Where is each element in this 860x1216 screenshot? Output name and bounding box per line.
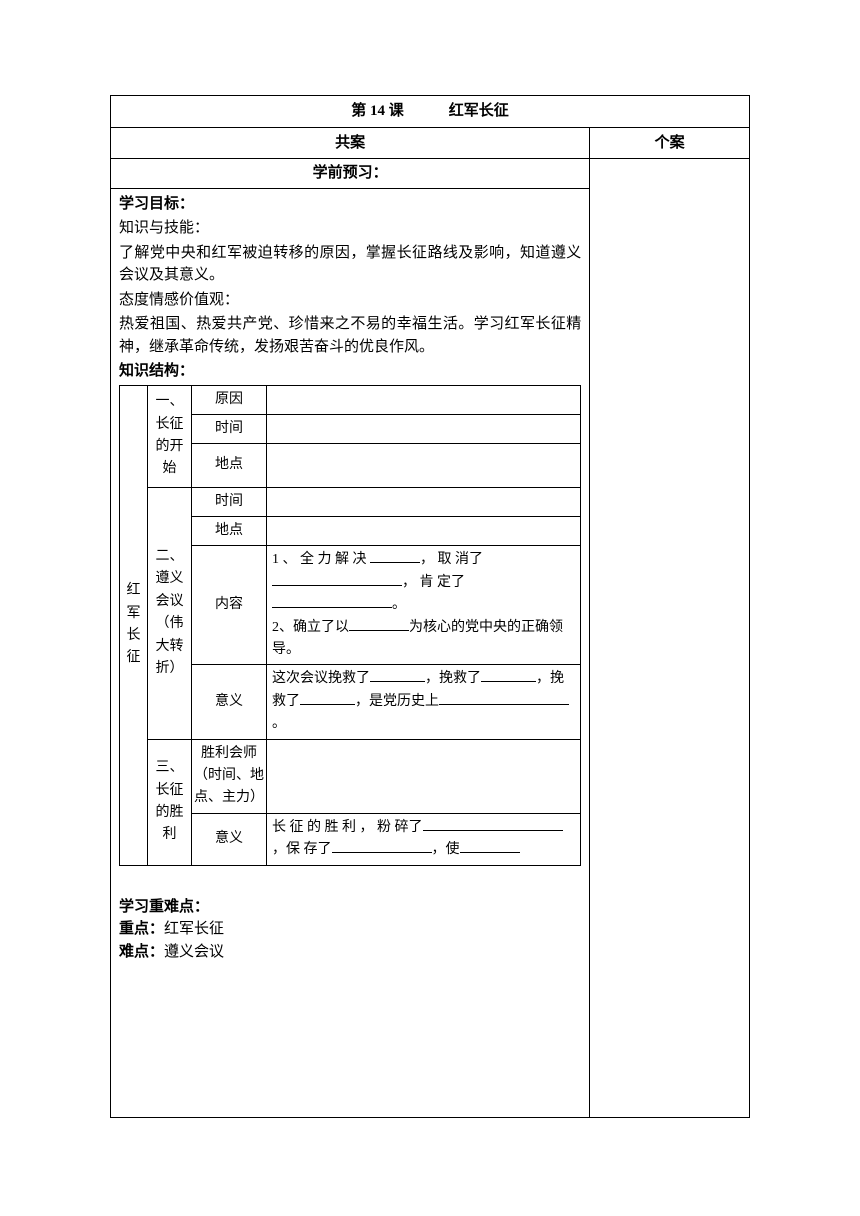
k-label: 重点： bbox=[119, 921, 164, 937]
blank bbox=[439, 691, 569, 705]
main-table: 第 14 课 红军长征 共案 个案 学前预习： 学习目标： 知识与技能： 了解党… bbox=[110, 95, 750, 1118]
sec3-r2: 意义 bbox=[192, 813, 267, 865]
s2r4b: ，挽救了 bbox=[425, 671, 481, 686]
s2r3b: ， 取 消了 bbox=[420, 552, 483, 567]
blank bbox=[423, 817, 563, 831]
sec2-r2: 地点 bbox=[192, 517, 267, 546]
blank bbox=[460, 839, 520, 853]
gongan-header: 共案 bbox=[111, 127, 590, 159]
blank bbox=[370, 549, 420, 563]
sec3-r1: 胜利会师（时间、地点、主力） bbox=[192, 739, 267, 813]
main-vert-label: 红军长征 bbox=[120, 385, 148, 865]
k-text: 红军长征 bbox=[164, 921, 224, 937]
sec1-r1: 原因 bbox=[192, 385, 267, 414]
sec3-title: 三、长征的胜利 bbox=[148, 739, 192, 865]
difficulty-line: 难点：遵义会议 bbox=[119, 941, 581, 964]
blank bbox=[300, 691, 355, 705]
sec1-r2: 时间 bbox=[192, 414, 267, 443]
sec3-r1-content bbox=[267, 739, 581, 813]
sec2-r1: 时间 bbox=[192, 487, 267, 516]
sec1-r2-content bbox=[267, 414, 581, 443]
sec2-title: 二、遵义会议（伟大转折） bbox=[148, 487, 192, 739]
blank bbox=[272, 572, 402, 586]
sec3-r2-content: 长 征 的 胜 利 ， 粉 碎了 ，保 存了 ，使 bbox=[267, 813, 581, 865]
text-a: 了解党中央和红军被迫转移的原因，掌握长征路线及影响，知道遵义会议及其意义。 bbox=[119, 242, 581, 287]
keypoints-section: 学习重难点： 重点：红军长征 难点：遵义会议 bbox=[119, 866, 581, 964]
blank bbox=[370, 668, 425, 682]
bottom-spacer bbox=[119, 963, 581, 1113]
s2r3a: 1 、 全 力 解 决 bbox=[272, 552, 370, 567]
sub-a: 知识与技能： bbox=[119, 217, 581, 240]
blank bbox=[481, 668, 536, 682]
s2r4e: 。 bbox=[272, 716, 286, 731]
sec2-r4-content: 这次会议挽救了，挽救了，挽救了，是党历史上。 bbox=[267, 665, 581, 739]
main-content: 学习目标： 知识与技能： 了解党中央和红军被迫转移的原因，掌握长征路线及影响，知… bbox=[111, 188, 590, 1118]
blank bbox=[332, 839, 432, 853]
sec1-r1-content bbox=[267, 385, 581, 414]
keypoint-line: 重点：红军长征 bbox=[119, 918, 581, 941]
sec1-title: 一、长征的开始 bbox=[148, 385, 192, 487]
blank bbox=[349, 617, 409, 631]
gean-header: 个案 bbox=[590, 127, 750, 159]
sub-b: 态度情感价值观： bbox=[119, 289, 581, 312]
objectives-heading: 学习目标： bbox=[119, 193, 581, 216]
structure-table: 红军长征 一、长征的开始 原因 时间 地点 二、遵义会议（伟大转折） 时间 bbox=[119, 385, 581, 866]
gean-content bbox=[590, 159, 750, 1118]
structure-heading: 知识结构： bbox=[119, 360, 581, 383]
sec2-r3-content: 1 、 全 力 解 决 ， 取 消了， 肯 定了。 2、确立了以为核心的党中央的… bbox=[267, 546, 581, 665]
s3r2a: 长 征 的 胜 利 ， 粉 碎了 bbox=[272, 820, 423, 835]
s3r2c: ，使 bbox=[432, 842, 460, 857]
d-text: 遵义会议 bbox=[164, 944, 224, 960]
s2r4a: 这次会议挽救了 bbox=[272, 671, 370, 686]
s2r3d: 。 bbox=[392, 597, 406, 612]
sec2-r1-content bbox=[267, 487, 581, 516]
preview-header: 学前预习： bbox=[111, 159, 590, 189]
s2r3e: 2、确立了以 bbox=[272, 620, 349, 635]
s2r3c: ， 肯 定了 bbox=[402, 575, 465, 590]
blank bbox=[272, 594, 392, 608]
lesson-title: 第 14 课 红军长征 bbox=[111, 96, 750, 128]
sec1-r3: 地点 bbox=[192, 444, 267, 487]
s3r2b: ，保 存了 bbox=[272, 842, 332, 857]
text-b: 热爱祖国、热爱共产党、珍惜来之不易的幸福生活。学习红军长征精神，继承革命传统，发… bbox=[119, 313, 581, 358]
keypoints-heading: 学习重难点： bbox=[119, 896, 581, 919]
d-label: 难点： bbox=[119, 944, 164, 960]
sec2-r2-content bbox=[267, 517, 581, 546]
sec2-r3: 内容 bbox=[192, 546, 267, 665]
s2r4d: ，是党历史上 bbox=[355, 694, 439, 709]
sec1-r3-content bbox=[267, 444, 581, 487]
sec2-r4: 意义 bbox=[192, 665, 267, 739]
